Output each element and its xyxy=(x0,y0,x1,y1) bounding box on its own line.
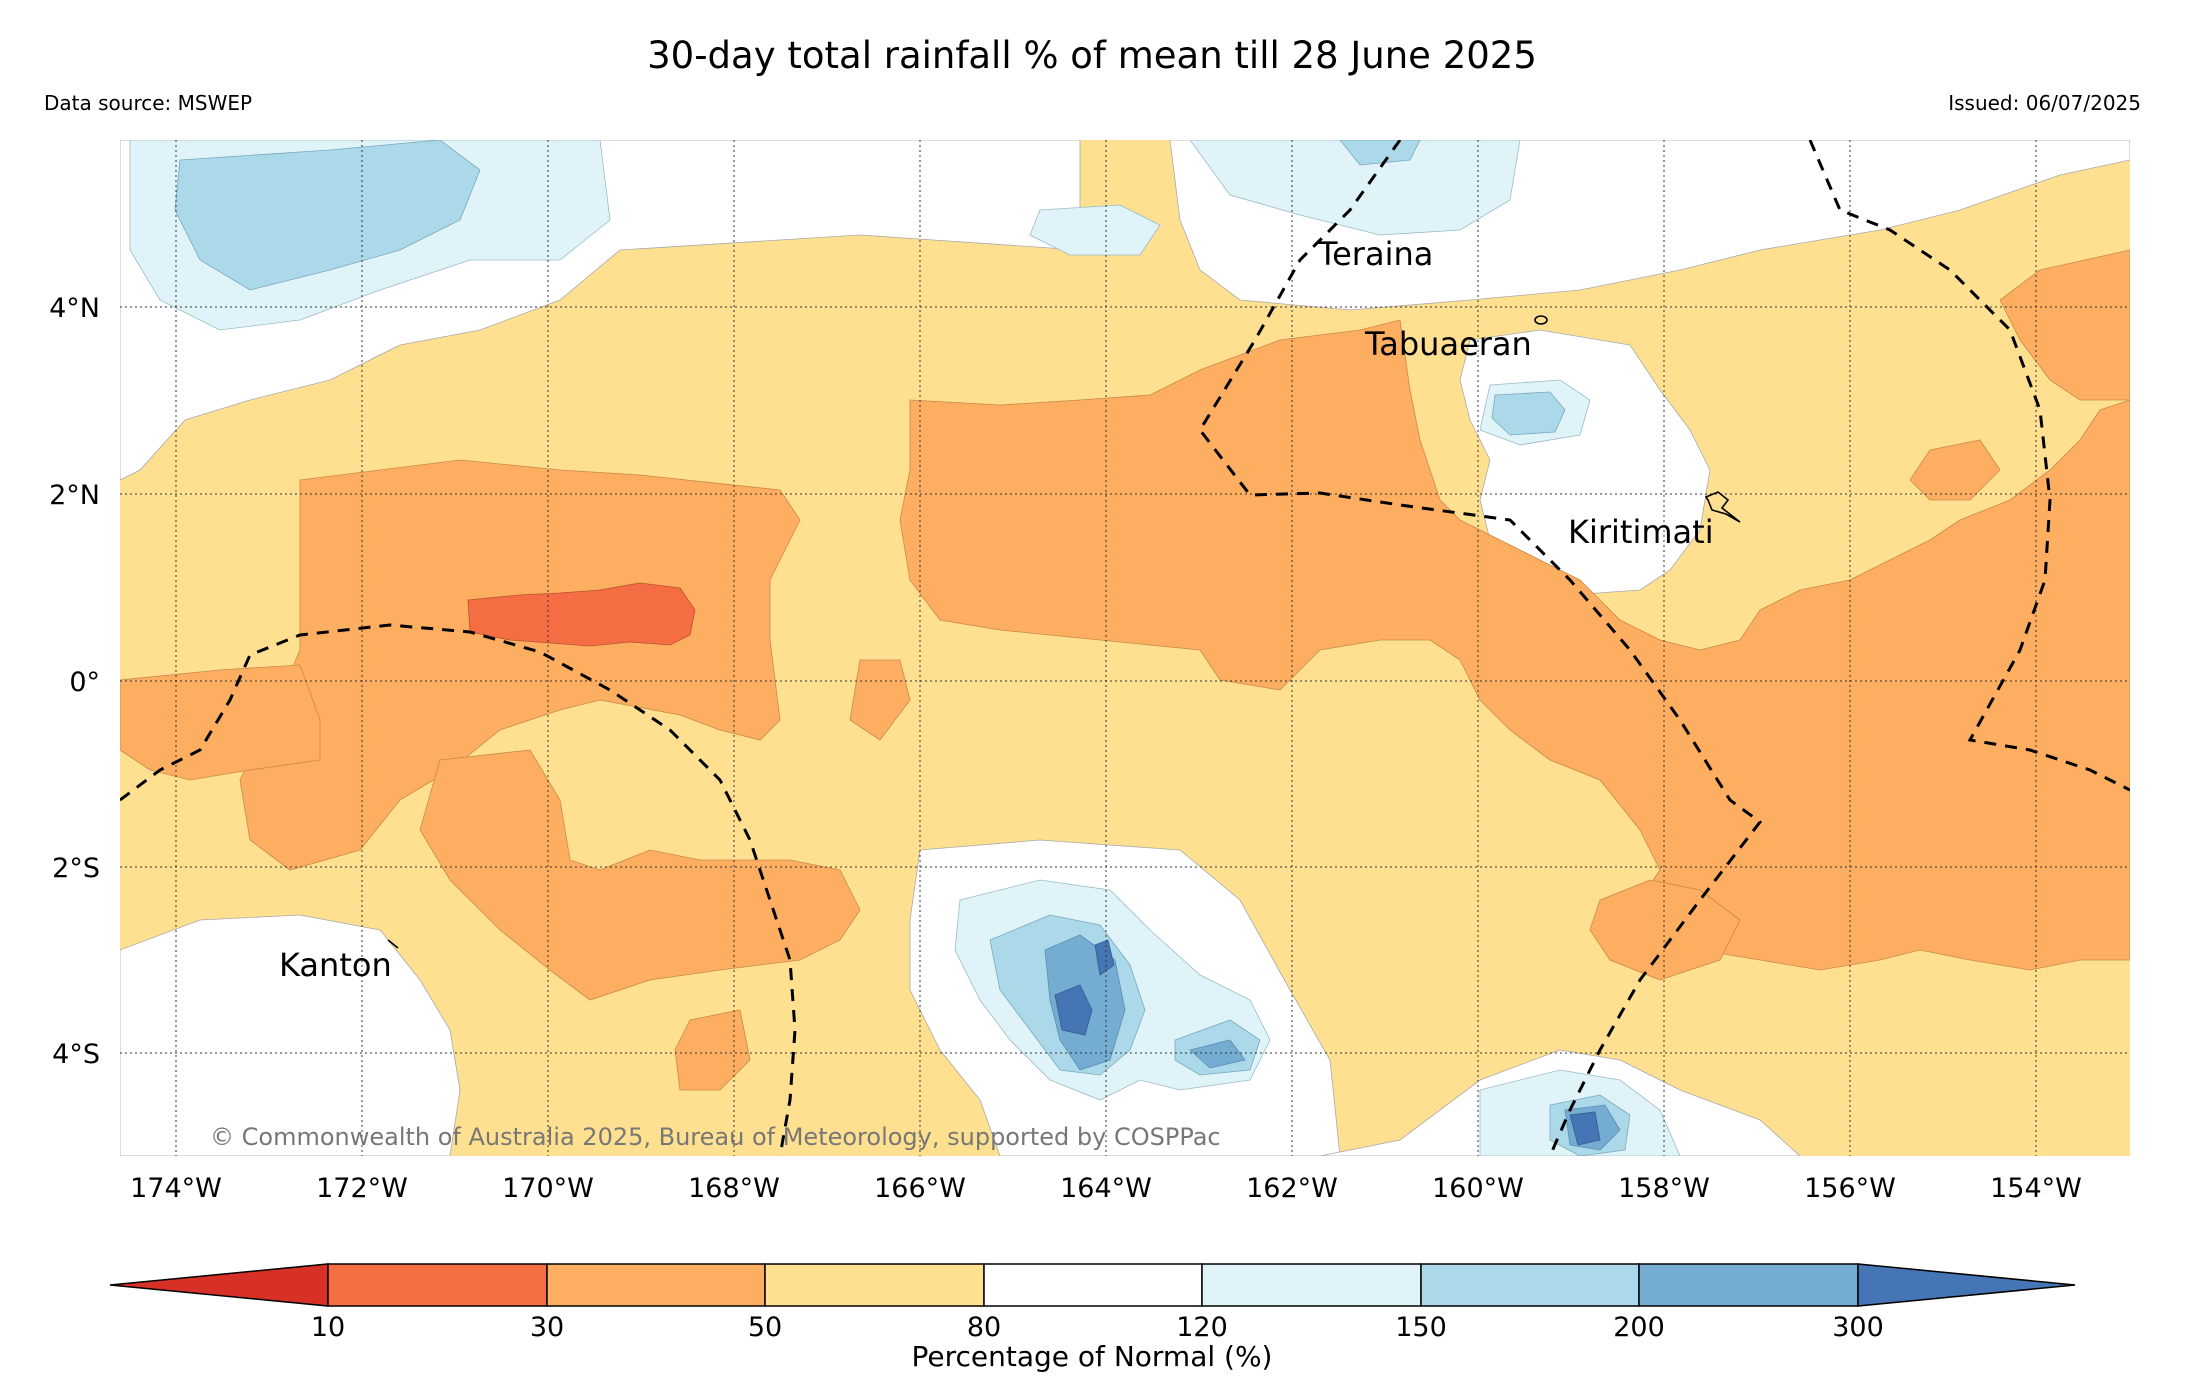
gridlines xyxy=(120,140,2130,1156)
lon-tick-label: 164°W xyxy=(1060,1173,1152,1204)
lon-tick-label: 166°W xyxy=(874,1173,966,1204)
colorbar-bin xyxy=(1638,1263,1859,1307)
colorbar-tick-label: 120 xyxy=(1176,1312,1228,1343)
lat-tick-label: 0° xyxy=(69,667,100,698)
island-outlines xyxy=(387,315,1741,949)
colorbar-tick-label: 200 xyxy=(1613,1312,1665,1343)
place-label-kiritimati: Kiritimati xyxy=(1568,513,1714,551)
data-source-label: Data source: MSWEP xyxy=(44,91,252,115)
lat-tick-label: 4°N xyxy=(49,293,100,324)
lon-tick-label: 172°W xyxy=(316,1173,408,1204)
map-panel: Teraina Tabuaeran Kiritimati Kanton © Co… xyxy=(120,140,2130,1156)
colorbar-bin xyxy=(546,1263,766,1307)
colorbar-tick-labels: 10 30 50 80 120 150 200 300 xyxy=(311,1312,1884,1343)
colorbar-bin xyxy=(1420,1263,1640,1307)
colorbar-tick-label: 150 xyxy=(1395,1312,1447,1343)
lon-tick-label: 156°W xyxy=(1804,1173,1896,1204)
colorbar-under-triangle xyxy=(109,1263,329,1307)
issued-date-label: Issued: 06/07/2025 xyxy=(1948,91,2141,115)
kanton-island-outline xyxy=(387,939,399,949)
latitude-axis-labels: 4°N 2°N 0° 2°S 4°S xyxy=(49,293,100,1070)
colorbar-tick-label: 300 xyxy=(1832,1312,1884,1343)
colorbar-bin xyxy=(983,1263,1203,1307)
longitude-axis-labels: 174°W 172°W 170°W 168°W 166°W 164°W 162°… xyxy=(130,1173,2082,1204)
lon-tick-label: 170°W xyxy=(502,1173,594,1204)
lon-tick-label: 162°W xyxy=(1246,1173,1338,1204)
place-label-tabuaeran: Tabuaeran xyxy=(1364,325,1532,363)
colorbar-bin xyxy=(764,1263,985,1307)
colorbar-tick-label: 80 xyxy=(967,1312,1001,1343)
colorbar-over-triangle xyxy=(1857,1263,2076,1307)
lon-tick-label: 160°W xyxy=(1432,1173,1524,1204)
lon-tick-label: 158°W xyxy=(1618,1173,1710,1204)
lon-tick-label: 168°W xyxy=(688,1173,780,1204)
much-below-normal-regions xyxy=(467,582,696,647)
eez-boundaries xyxy=(120,140,2130,1156)
place-label-teraina: Teraina xyxy=(1317,235,1433,273)
colorbar-title: Percentage of Normal (%) xyxy=(912,1340,1273,1373)
lat-tick-label: 2°N xyxy=(49,480,100,511)
colorbar-tick-label: 10 xyxy=(311,1312,345,1343)
colorbar-legend: 10 30 50 80 120 150 200 300 Percentage o… xyxy=(109,1263,2076,1373)
lat-tick-label: 2°S xyxy=(52,853,100,884)
lat-tick-label: 4°S xyxy=(52,1039,100,1070)
place-label-kanton: Kanton xyxy=(279,946,392,984)
below-normal-regions xyxy=(120,249,2130,1091)
colorbar-bin xyxy=(1201,1263,1422,1307)
place-labels: Teraina Tabuaeran Kiritimati Kanton xyxy=(279,235,1714,984)
colorbar-tick-label: 50 xyxy=(748,1312,782,1343)
copyright-notice: © Commonwealth of Australia 2025, Bureau… xyxy=(210,1123,1221,1151)
colorbar-bin xyxy=(327,1263,548,1307)
kiritimati-island-outline xyxy=(1704,491,1741,523)
colorbar-tick-label: 30 xyxy=(530,1312,564,1343)
lon-tick-label: 154°W xyxy=(1990,1173,2082,1204)
figure-title: 30-day total rainfall % of mean till 28 … xyxy=(647,34,1537,77)
extreme-above-normal-regions xyxy=(1054,939,1601,1146)
lon-tick-label: 174°W xyxy=(130,1173,222,1204)
tabuaeran-island-outline xyxy=(1534,315,1548,325)
